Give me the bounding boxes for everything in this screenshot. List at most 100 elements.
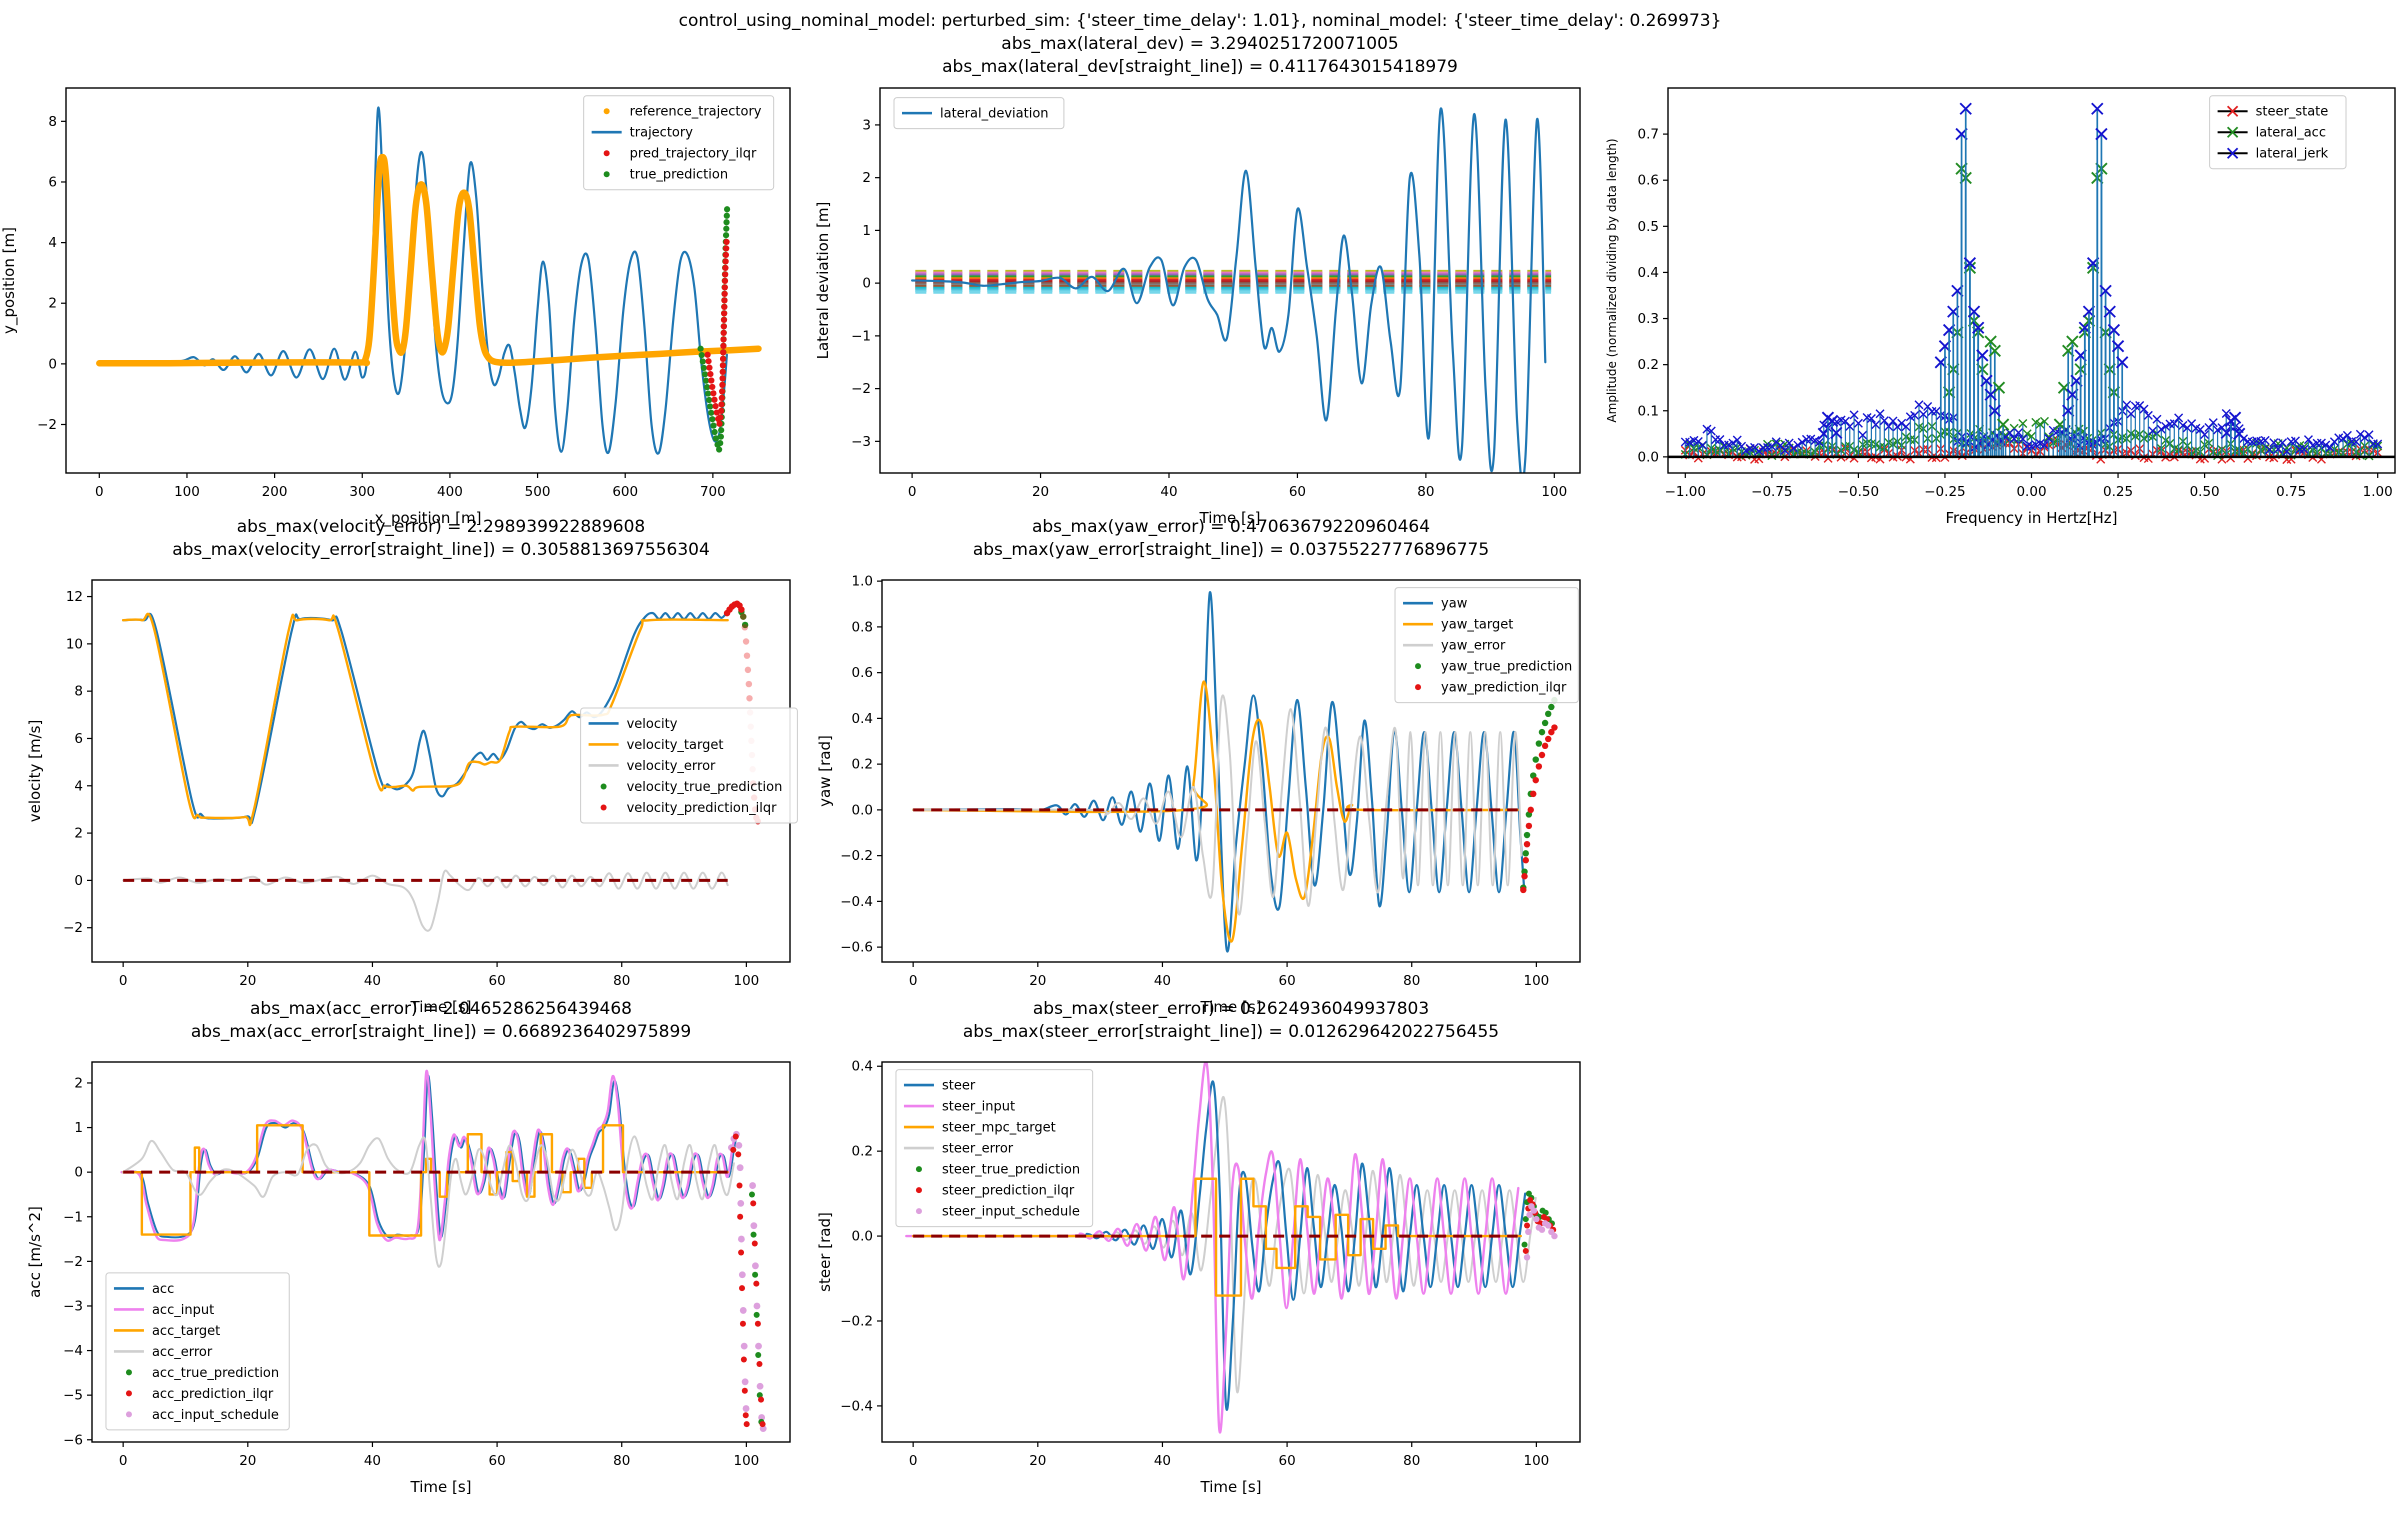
steer_input: [905, 1062, 1520, 1434]
subplot-title: abs_max(yaw_error[straight_line]) = 0.03…: [973, 540, 1489, 560]
svg-text:0.8: 0.8: [852, 619, 873, 635]
svg-text:−3: −3: [851, 434, 871, 450]
svg-text:300: 300: [349, 484, 375, 500]
svg-text:0.4: 0.4: [852, 711, 873, 727]
legend-label: steer_true_prediction: [942, 1163, 1080, 1178]
traj-axes: 0 100 200 300 400 500 600 700 −2 0 2 4 6 8 x_position …: [0, 87, 791, 528]
x-marker: [2277, 438, 2287, 448]
x-marker: [2027, 431, 2036, 441]
legend-label: acc_target: [152, 1324, 220, 1339]
x-axis-label: Time [s]: [410, 1478, 472, 1496]
y-axis: −2 0 2 4 6 8: [37, 114, 66, 433]
x-marker: [2143, 410, 2153, 420]
x-marker: [2095, 127, 2108, 141]
svg-text:600: 600: [612, 484, 638, 500]
svg-text:0.0: 0.0: [1638, 449, 1659, 465]
x-axis: 0 20 40 60 80 100: [908, 473, 1567, 500]
y-axis-label: Lateral deviation [m]: [814, 202, 832, 360]
x-marker: [1845, 421, 1855, 431]
suptitle-line-1: control_using_nominal_model: perturbed_s…: [678, 11, 1722, 31]
x-marker: [2226, 147, 2239, 159]
svg-text:0.2: 0.2: [852, 1144, 873, 1160]
svg-text:0.5: 0.5: [1638, 219, 1659, 235]
svg-text:0.4: 0.4: [852, 1059, 873, 1075]
lat-canvas: 0 20 40 60 80 100 −3 −2 −1 0 1 2 3 Time [s] Lateral de…: [814, 87, 1581, 527]
svg-text:80: 80: [1417, 484, 1434, 500]
x-marker: [1967, 305, 1981, 318]
svg-text:0.75: 0.75: [2276, 484, 2306, 500]
x-marker: [1879, 416, 1889, 426]
x-marker: [1825, 414, 1839, 428]
svg-text:20: 20: [239, 973, 256, 989]
svg-text:60: 60: [1278, 1453, 1295, 1469]
yaw-canvas: 0 20 40 60 80 100 −0.6 −0.4 −0.2 0.0 0.2 0.4 0.6 0.8 1…: [816, 517, 1581, 1016]
fft-canvas: −1.00 −0.75 −0.50 −0.25 0.00 0.25 0.50 0.75 1.00…: [1605, 87, 2396, 527]
acc_input_schedule: [728, 1130, 767, 1433]
legend-label: velocity: [627, 717, 678, 732]
svg-text:0.0: 0.0: [852, 802, 873, 818]
yaw_target: [911, 680, 1519, 943]
svg-text:−0.4: −0.4: [840, 1398, 873, 1414]
svg-text:60: 60: [488, 1453, 505, 1469]
svg-text:4: 4: [48, 235, 57, 251]
acc-plot: 0 20 40 60 80 100 −6 −5 −4 −3 −2 −1 0 1 2 Time [s] acc […: [26, 999, 791, 1496]
svg-text:2: 2: [74, 1075, 83, 1091]
legend-label: lateral_deviation: [940, 107, 1049, 122]
svg-text:4: 4: [74, 778, 83, 794]
lateral-deviation-plot: 0 20 40 60 80 100 −3 −2 −1 0 1 2 3 Time [s] Lateral de…: [814, 87, 1581, 527]
x-marker: [2018, 418, 2028, 428]
svg-text:40: 40: [364, 1453, 381, 1469]
svg-text:700: 700: [700, 484, 726, 500]
legend-label: steer_input_schedule: [942, 1205, 1080, 1220]
x-marker: [2116, 356, 2129, 369]
x-axis-label: Time [s]: [1200, 1478, 1262, 1496]
acc-axes: 0 20 40 60 80 100 −6 −5 −4 −3 −2 −1 0 1 2 Time [s] acc […: [26, 1061, 791, 1496]
x-marker: [1732, 435, 1742, 445]
svg-text:2: 2: [48, 296, 57, 312]
x-marker: [2299, 441, 2309, 451]
svg-text:80: 80: [613, 1453, 630, 1469]
legend-label: yaw_prediction_ilqr: [1441, 681, 1567, 696]
svg-text:80: 80: [1403, 1453, 1420, 1469]
trajectory: [98, 106, 728, 455]
legend-label: acc_true_prediction: [152, 1366, 279, 1381]
x-marker: [1853, 418, 1863, 428]
y-axis-label: velocity [m/s]: [26, 720, 44, 823]
traj-series-area: [96, 106, 762, 455]
x-marker: [2091, 102, 2104, 115]
svg-text:−0.50: −0.50: [1838, 484, 1879, 500]
y-axis: −0.4 −0.2 0.0 0.2 0.4: [840, 1059, 882, 1414]
x-marker: [2126, 409, 2136, 419]
svg-text:−0.2: −0.2: [840, 848, 873, 864]
x-marker: [2014, 428, 2024, 438]
x-marker: [2044, 432, 2054, 442]
x-axis-label: Time [s]: [1200, 998, 1262, 1016]
y-axis-label: acc [m/s^2]: [26, 1206, 44, 1298]
x-marker: [2169, 419, 2179, 429]
legend: reference_trajectory trajectory pred_traje…: [583, 95, 775, 191]
legend-label: steer_state: [2256, 105, 2329, 120]
svg-text:0: 0: [95, 484, 104, 500]
x-marker: [1984, 388, 1997, 401]
x-marker: [2161, 421, 2171, 431]
svg-text:−0.25: −0.25: [1924, 484, 1965, 500]
y-axis-label: steer [rad]: [816, 1212, 834, 1292]
x-axis: 0 100 200 300 400 500 600 700: [95, 473, 726, 500]
x-marker: [2221, 409, 2231, 419]
x-marker: [2308, 440, 2318, 450]
x-marker: [2148, 426, 2158, 436]
svg-text:0.25: 0.25: [2103, 484, 2133, 500]
x-marker: [2035, 419, 2045, 429]
svg-text:100: 100: [733, 973, 759, 989]
legend-label: lateral_acc: [2256, 126, 2326, 141]
x-marker: [1788, 443, 1798, 453]
lat-axes: 0 20 40 60 80 100 −3 −2 −1 0 1 2 3 Time [s] Lateral de…: [814, 87, 1581, 527]
lateral_jerk_noise: [1680, 400, 2383, 457]
legend-label: velocity_prediction_ilqr: [627, 801, 778, 816]
x-axis: 0 20 40 60 80 100: [119, 1442, 759, 1469]
x-marker: [1963, 257, 1977, 270]
svg-text:20: 20: [1029, 973, 1046, 989]
x-marker: [1728, 438, 1738, 448]
acc-canvas: 0 20 40 60 80 100 −6 −5 −4 −3 −2 −1 0 1 2 Time [s] acc […: [26, 999, 791, 1496]
y-axis-label: y_position [m]: [0, 227, 19, 334]
